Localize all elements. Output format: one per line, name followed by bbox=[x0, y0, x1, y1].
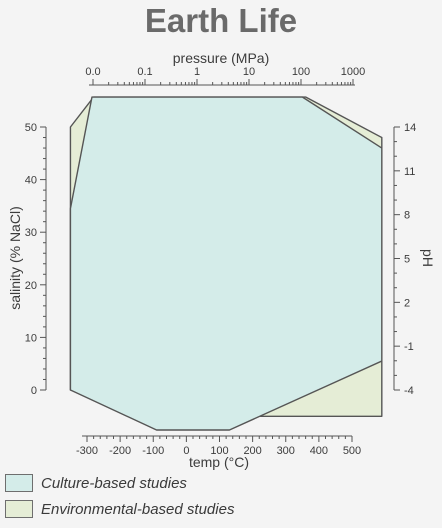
tick-label-top: 10 bbox=[243, 66, 255, 78]
tick-label-bottom: 400 bbox=[310, 445, 328, 457]
data-regions bbox=[70, 97, 381, 430]
legend: Culture-based studies Environmental-base… bbox=[0, 470, 442, 522]
axis-title-left: salinity (% NaCl) bbox=[7, 206, 23, 309]
tick-label-right: 2 bbox=[404, 297, 410, 309]
axis-right: -4 -1 2 5 8 11 14 bbox=[394, 122, 416, 397]
axis-top: 0.0 0.1 1 10 100 1000 bbox=[85, 66, 365, 85]
tick-label-left: 40 bbox=[25, 175, 37, 187]
tick-label-left: 30 bbox=[25, 227, 37, 239]
axis-title-bottom: temp (°C) bbox=[189, 454, 249, 470]
chart-plot: 0.0 0.1 1 10 100 1000 -300 -200 -100 0 100 200 300 4… bbox=[0, 0, 442, 470]
tick-label-right: -1 bbox=[404, 341, 414, 353]
legend-item: Environmental-based studies bbox=[0, 496, 442, 522]
tick-label-left: 0 bbox=[31, 385, 37, 397]
tick-label-top: 0.0 bbox=[85, 66, 100, 78]
tick-label-bottom: -200 bbox=[109, 445, 131, 457]
legend-item: Culture-based studies bbox=[0, 470, 442, 496]
tick-label-right: 11 bbox=[404, 166, 415, 178]
legend-label: Culture-based studies bbox=[41, 475, 187, 492]
tick-label-left: 10 bbox=[25, 332, 37, 344]
tick-label-right: -4 bbox=[404, 385, 414, 397]
tick-label-left: 50 bbox=[25, 122, 37, 134]
tick-label-top: 1 bbox=[194, 66, 200, 78]
tick-label-bottom: 300 bbox=[277, 445, 295, 457]
tick-label-left: 20 bbox=[25, 280, 37, 292]
tick-label-top: 100 bbox=[292, 66, 310, 78]
legend-label: Environmental-based studies bbox=[41, 501, 234, 518]
tick-label-right: 14 bbox=[404, 122, 416, 134]
tick-label-right: 8 bbox=[404, 210, 410, 222]
tick-label-top: 0.1 bbox=[137, 66, 152, 78]
tick-label-bottom: -300 bbox=[76, 445, 98, 457]
tick-label-right: 5 bbox=[404, 254, 410, 266]
legend-swatch bbox=[5, 474, 33, 492]
culture-region bbox=[70, 97, 381, 430]
axis-left: 0 10 20 30 40 50 bbox=[25, 122, 46, 397]
tick-label-top: 1000 bbox=[341, 66, 365, 78]
axis-title-right: pH bbox=[420, 249, 436, 267]
tick-label-bottom: 500 bbox=[343, 445, 361, 457]
tick-label-bottom: -100 bbox=[142, 445, 164, 457]
legend-swatch bbox=[5, 500, 33, 518]
axis-title-top: pressure (MPa) bbox=[173, 50, 269, 66]
